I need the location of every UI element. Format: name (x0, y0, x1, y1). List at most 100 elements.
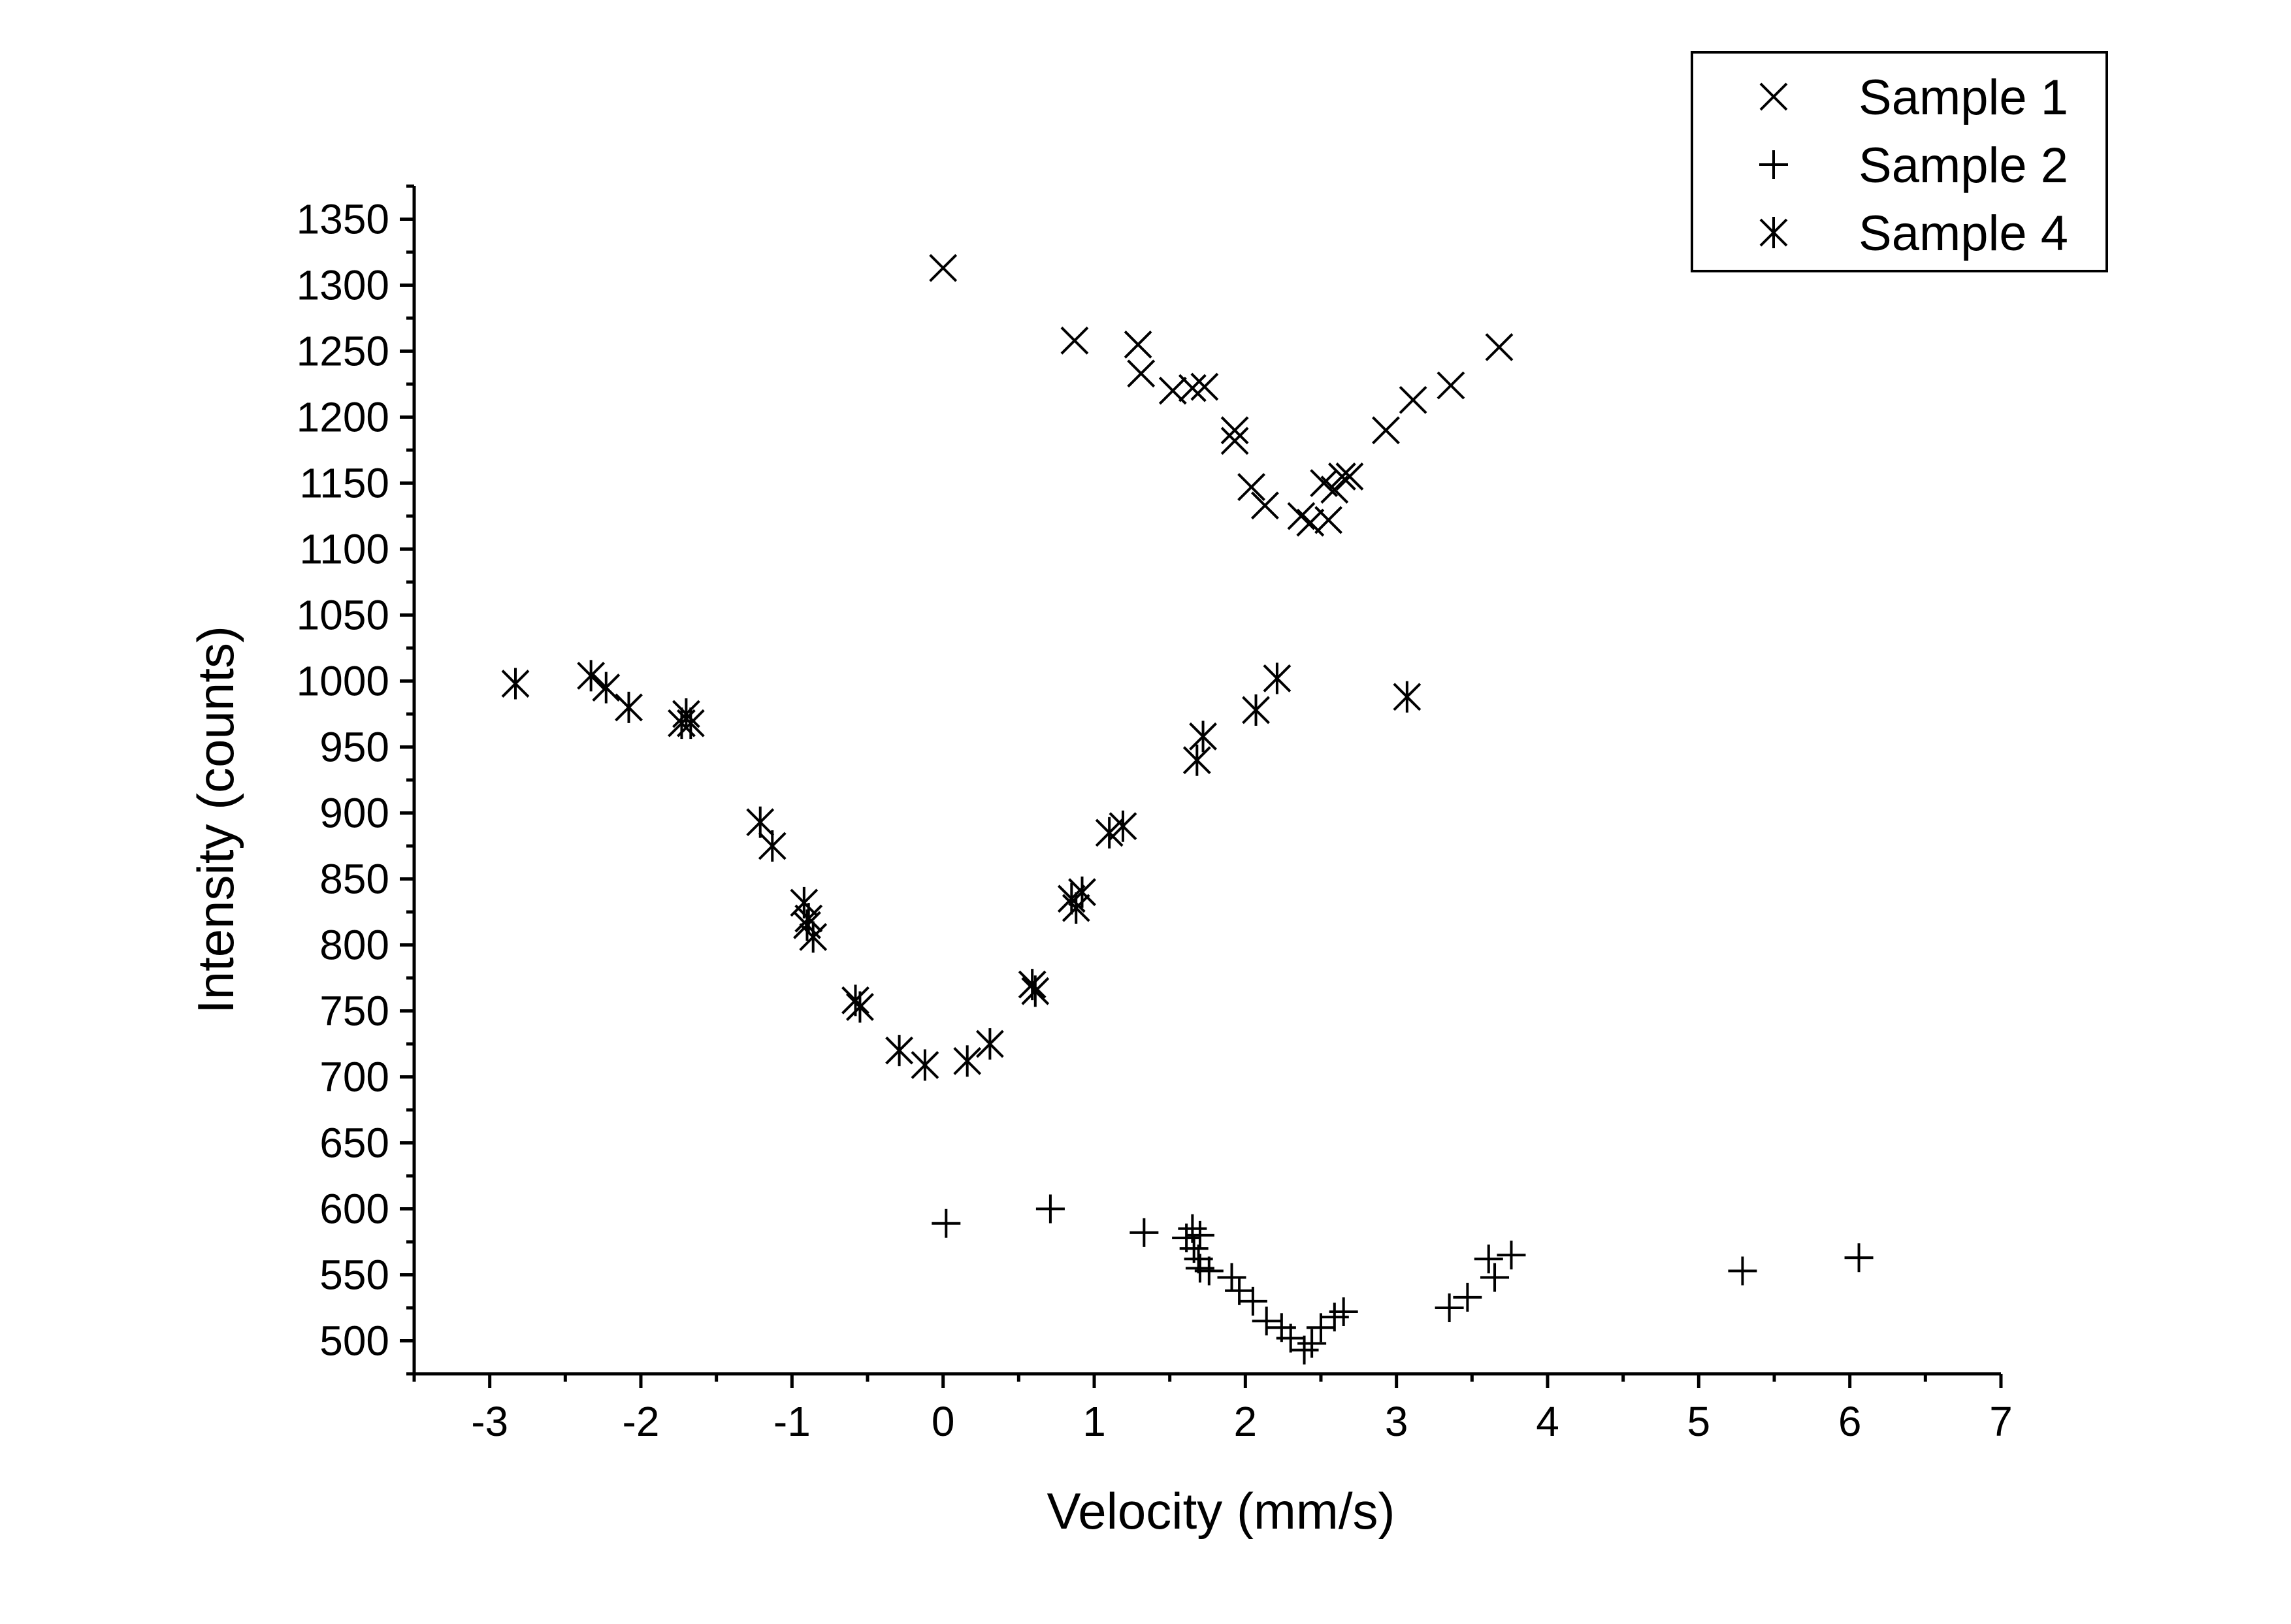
data-point (1068, 876, 1096, 908)
axes-layer: -3 -2 -1 0 1 2 3 4 5 6 7 500 550 600 650 700 750 800 850 90… (297, 184, 2013, 1445)
data-point (1327, 462, 1356, 491)
x-tick-label: 2 (1234, 1398, 1258, 1445)
data-point (794, 903, 823, 935)
legend-label: Sample 1 (1859, 70, 2068, 125)
x-tick-label: 6 (1838, 1398, 1862, 1445)
y-tick-label: 1300 (297, 262, 389, 309)
x-tick-label: -2 (623, 1398, 660, 1445)
y-tick-label: 1200 (297, 394, 389, 441)
x-tick-label: 3 (1385, 1398, 1408, 1445)
data-point (1194, 1256, 1224, 1286)
data-point (1242, 694, 1270, 726)
data-point (1453, 1282, 1482, 1312)
data-point (911, 1049, 939, 1081)
data-point (846, 991, 874, 1023)
data-point (1263, 662, 1292, 694)
data-point (1393, 681, 1422, 713)
data-point (1844, 1243, 1874, 1273)
legend-label: Sample 2 (1859, 138, 2068, 193)
data-point (1220, 416, 1249, 445)
data-point (953, 1045, 982, 1077)
y-tick-label: 950 (319, 724, 389, 771)
y-tick-label: 1250 (297, 328, 389, 375)
y-tick-label: 500 (319, 1318, 389, 1365)
data-point (799, 921, 828, 953)
y-tick-label: 1000 (297, 658, 389, 705)
series-1 (929, 253, 1514, 537)
data-point (1335, 462, 1364, 491)
data-point (975, 1028, 1004, 1060)
legend-marker (1759, 217, 1788, 248)
y-tick-label: 750 (319, 988, 389, 1035)
legend-marker (1759, 82, 1788, 111)
y-tick-label: 550 (319, 1252, 389, 1299)
data-point (929, 253, 958, 282)
data-point (1021, 975, 1050, 1007)
data-point (1189, 721, 1217, 753)
data-point (1237, 473, 1266, 501)
data-point (1129, 1218, 1159, 1247)
data-point (1320, 476, 1349, 504)
data-point (1220, 427, 1249, 455)
data-point (676, 707, 705, 739)
data-point (1185, 1220, 1214, 1250)
data-point (1178, 374, 1207, 402)
legend: Sample 1 Sample 2 Sample 4 (1691, 51, 2108, 272)
data-point (577, 660, 606, 692)
x-tick-label: -1 (773, 1398, 811, 1445)
legend-marker (1759, 150, 1788, 179)
data-point (1095, 817, 1124, 849)
x-axis-label: Velocity (mm/s) (1047, 1482, 1395, 1540)
y-tick-label: 700 (319, 1054, 389, 1101)
data-point (1497, 1241, 1526, 1270)
data-point (1372, 416, 1400, 445)
y-tick-label: 1050 (297, 592, 389, 639)
x-tick-label: 7 (1989, 1398, 2013, 1445)
data-point (1035, 1194, 1065, 1224)
y-tick-label: 850 (319, 856, 389, 903)
data-point (1296, 508, 1325, 537)
data-point (1399, 385, 1427, 414)
data-point (758, 830, 787, 862)
y-tick-label: 650 (319, 1120, 389, 1167)
data-point (1252, 1307, 1281, 1336)
data-point (1435, 1293, 1464, 1322)
data-point (1474, 1244, 1503, 1274)
data-point (1728, 1256, 1757, 1286)
data-point (1314, 506, 1342, 534)
data-point (615, 691, 643, 723)
y-tick-label: 1100 (299, 526, 389, 573)
data-point (501, 668, 530, 700)
data-point (1276, 1324, 1305, 1353)
y-tick-label: 900 (319, 790, 389, 837)
data-point (1238, 1286, 1267, 1316)
series-3 (501, 660, 1422, 1081)
data-point (1297, 1329, 1327, 1358)
x-tick-label: 1 (1082, 1398, 1106, 1445)
data-marks-layer (501, 253, 1874, 1365)
y-axis-label: Intensity (counts) (187, 626, 244, 1014)
data-point (672, 698, 700, 730)
data-point (1480, 1263, 1510, 1292)
data-point (1178, 1214, 1207, 1243)
data-point (1290, 1335, 1319, 1365)
series-2 (932, 1194, 1874, 1365)
data-point (932, 1209, 961, 1238)
data-point (1437, 371, 1465, 400)
y-tick-label: 1150 (299, 460, 389, 507)
y-tick-label: 800 (319, 922, 389, 969)
legend-label: Sample 4 (1859, 206, 2068, 261)
data-point (885, 1035, 913, 1067)
data-point (1190, 372, 1219, 401)
data-point (1182, 744, 1211, 776)
data-point (1127, 359, 1156, 388)
x-tick-label: 0 (932, 1398, 955, 1445)
y-tick-label: 600 (319, 1186, 389, 1233)
data-point (1485, 333, 1514, 361)
data-point (1109, 810, 1137, 842)
data-point (1124, 330, 1152, 359)
legend-box (1691, 51, 2108, 272)
x-tick-label: -3 (471, 1398, 508, 1445)
